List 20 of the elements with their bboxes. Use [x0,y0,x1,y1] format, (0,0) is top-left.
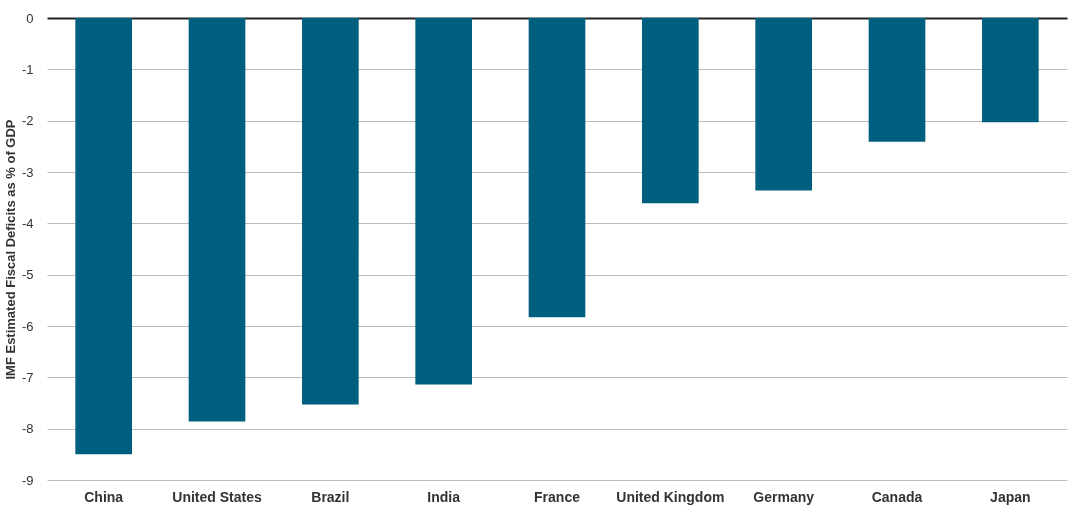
y-tick-label: -7 [21,369,34,385]
y-tick-label: -2 [21,113,34,129]
y-tick-label: -5 [21,267,34,283]
x-tick-label: China [84,488,124,505]
x-tick-label: India [427,488,461,505]
x-tick-label: Japan [990,488,1031,505]
y-tick-label: -3 [21,164,34,180]
x-tick-label: Germany [753,488,815,505]
y-axis-title: IMF Estimated Fiscal Deficits as % of GDP [2,119,18,380]
y-tick-label: 0 [26,10,34,26]
x-tick-label: Canada [871,488,923,505]
y-tick-label: -6 [21,318,34,334]
x-tick-label: Brazil [311,488,350,505]
y-tick-label: -1 [21,61,34,77]
x-tick-label: United States [172,488,262,505]
x-tick-label: France [534,488,581,505]
y-tick-label: -9 [21,472,34,488]
x-tick-label: United Kingdom [616,488,725,505]
y-tick-label: -8 [21,421,34,437]
y-tick-label: -4 [21,215,34,231]
